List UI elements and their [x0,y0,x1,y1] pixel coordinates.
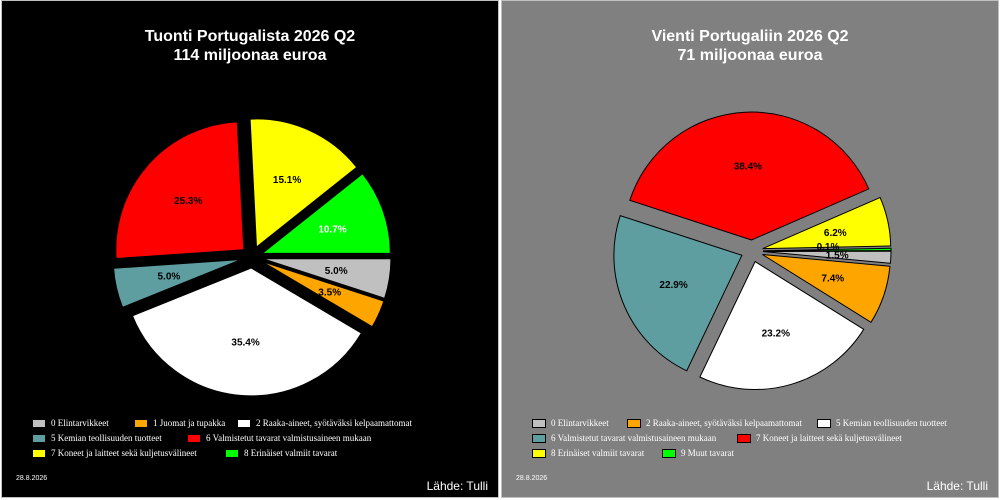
slice-label: 15.1% [273,175,301,186]
legend-item: 5 Kemian teollisuuden tuotteet [32,433,162,444]
legend-swatch [737,434,751,444]
export-chart-subtitle: 71 miljoonaa euroa [677,47,823,64]
import-chart-legend: 0 Elintarvikkeet 1 Juomat ja tupakka 2 R… [32,418,492,463]
legend-label: 2 Raaka-aineet, syötäväksi kelpaamattoma… [256,418,412,428]
pie-slice [249,118,358,248]
slice-label: 7.4% [821,274,844,285]
legend-item: 5 Kemian teollisuuden tuotteet [817,418,947,429]
legend-item: 2 Raaka-aineet, syötäväksi kelpaamattoma… [237,418,412,429]
legend-swatch [627,419,641,429]
pie-slice [629,111,870,241]
legend-label: 1 Juomat ja tupakka [153,418,226,428]
legend-label: 9 Muut tavarat [681,448,734,458]
pie-slice [699,260,865,391]
legend-label: 6 Valmistetut tavarat valmistusaineen mu… [551,433,717,443]
slice-label: 5.0% [158,272,181,283]
date-stamp: 28.8.2026 [516,475,548,482]
slice-label: 5.0% [325,266,348,277]
legend-label: 6 Valmistetut tavarat valmistusaineen mu… [206,433,372,443]
slice-label: 23.2% [762,328,790,339]
legend-label: 2 Raaka-aineet, syötäväksi kelpaamattoma… [646,418,802,428]
legend-item: 0 Elintarvikkeet [532,418,609,429]
legend-item: 8 Erinäiset valmiit tavarat [225,448,337,459]
pie-slice [762,196,892,250]
legend-label: 8 Erinäiset valmiit tavarat [551,448,645,458]
slice-label: 3.5% [318,288,341,299]
legend-swatch [32,419,46,429]
legend-swatch [134,419,148,429]
slice-label: 38.4% [734,161,762,172]
legend-item: 7 Koneet ja laitteet sekä kuljetusväline… [32,448,197,459]
import-pie-chart: 5.0% 3.5% 35.4% 5.0% 25.3% 15.1% 10.7% [113,118,392,397]
legend-swatch [32,434,46,444]
legend-swatch [532,419,546,429]
slice-label: 10.7% [318,224,346,235]
slice-label: 1.5% [826,250,849,261]
legend-swatch [237,419,251,429]
pie-slice [113,259,242,308]
legend-label: 5 Kemian teollisuuden tuotteet [51,433,162,443]
pie-slice [131,267,362,397]
legend-item: 6 Valmistetut tavarat valmistusaineen mu… [532,433,716,444]
source-label: Lähde: Tulli [426,479,488,493]
import-chart-title: Tuonti Portugalista 2026 Q2 [144,28,356,45]
pie-slice [260,172,391,254]
slice-label: 0.1% [817,242,840,253]
legend-label: 8 Erinäiset valmiit tavarat [244,448,338,458]
slice-label: 6.2% [824,228,847,239]
legend-label: 5 Kemian teollisuuden tuotteet [836,418,947,428]
legend-swatch [187,434,201,444]
legend-swatch [32,449,46,459]
legend-item: 0 Elintarvikkeet [32,418,109,429]
pie-slice [115,121,245,260]
legend-label: 7 Koneet ja laitteet sekä kuljetusväline… [51,448,197,458]
legend-item: 2 Raaka-aineet, syötäväksi kelpaamattoma… [627,418,802,429]
legend-item: 6 Valmistetut tavarat valmistusaineen mu… [187,433,371,444]
pie-slice [262,258,392,299]
import-chart-subtitle: 114 miljoonaa euroa [173,47,327,64]
export-pie-chart: 1.5% 7.4% 23.2% 22.9% 38.4% 6.2% 0.1% [613,111,892,391]
legend-item: 1 Juomat ja tupakka [134,418,225,429]
pie-slice [762,254,891,323]
legend-item: 9 Muut tavarat [662,448,734,459]
legend-item: 8 Erinäiset valmiit tavarat [532,448,644,459]
pie-slice [613,214,743,372]
slice-label: 22.9% [659,280,687,291]
legend-swatch [225,449,239,459]
pie-slice [261,261,385,328]
export-chart-title: Vienti Portugaliin 2026 Q2 [651,28,849,45]
legend-swatch [662,449,676,459]
pie-slice [762,247,892,252]
legend-label: 0 Elintarvikkeet [51,418,109,428]
date-stamp: 28.8.2026 [16,475,48,482]
source-label: Lähde: Tulli [926,479,988,493]
legend-item: 7 Koneet ja laitteet sekä kuljetusväline… [737,433,902,444]
legend-label: 7 Koneet ja laitteet sekä kuljetusväline… [756,433,902,443]
pie-slice [762,250,892,264]
export-chart-legend: 0 Elintarvikkeet 2 Raaka-aineet, syötävä… [532,418,992,463]
export-chart-panel: Vienti Portugaliin 2026 Q2 71 miljoonaa … [501,0,999,498]
legend-swatch [817,419,831,429]
legend-swatch [532,449,546,459]
legend-swatch [532,434,546,444]
legend-label: 0 Elintarvikkeet [551,418,609,428]
import-chart-panel: Tuonti Portugalista 2026 Q2 114 miljoona… [1,0,499,498]
slice-label: 25.3% [174,196,202,207]
slice-label: 35.4% [231,338,259,349]
